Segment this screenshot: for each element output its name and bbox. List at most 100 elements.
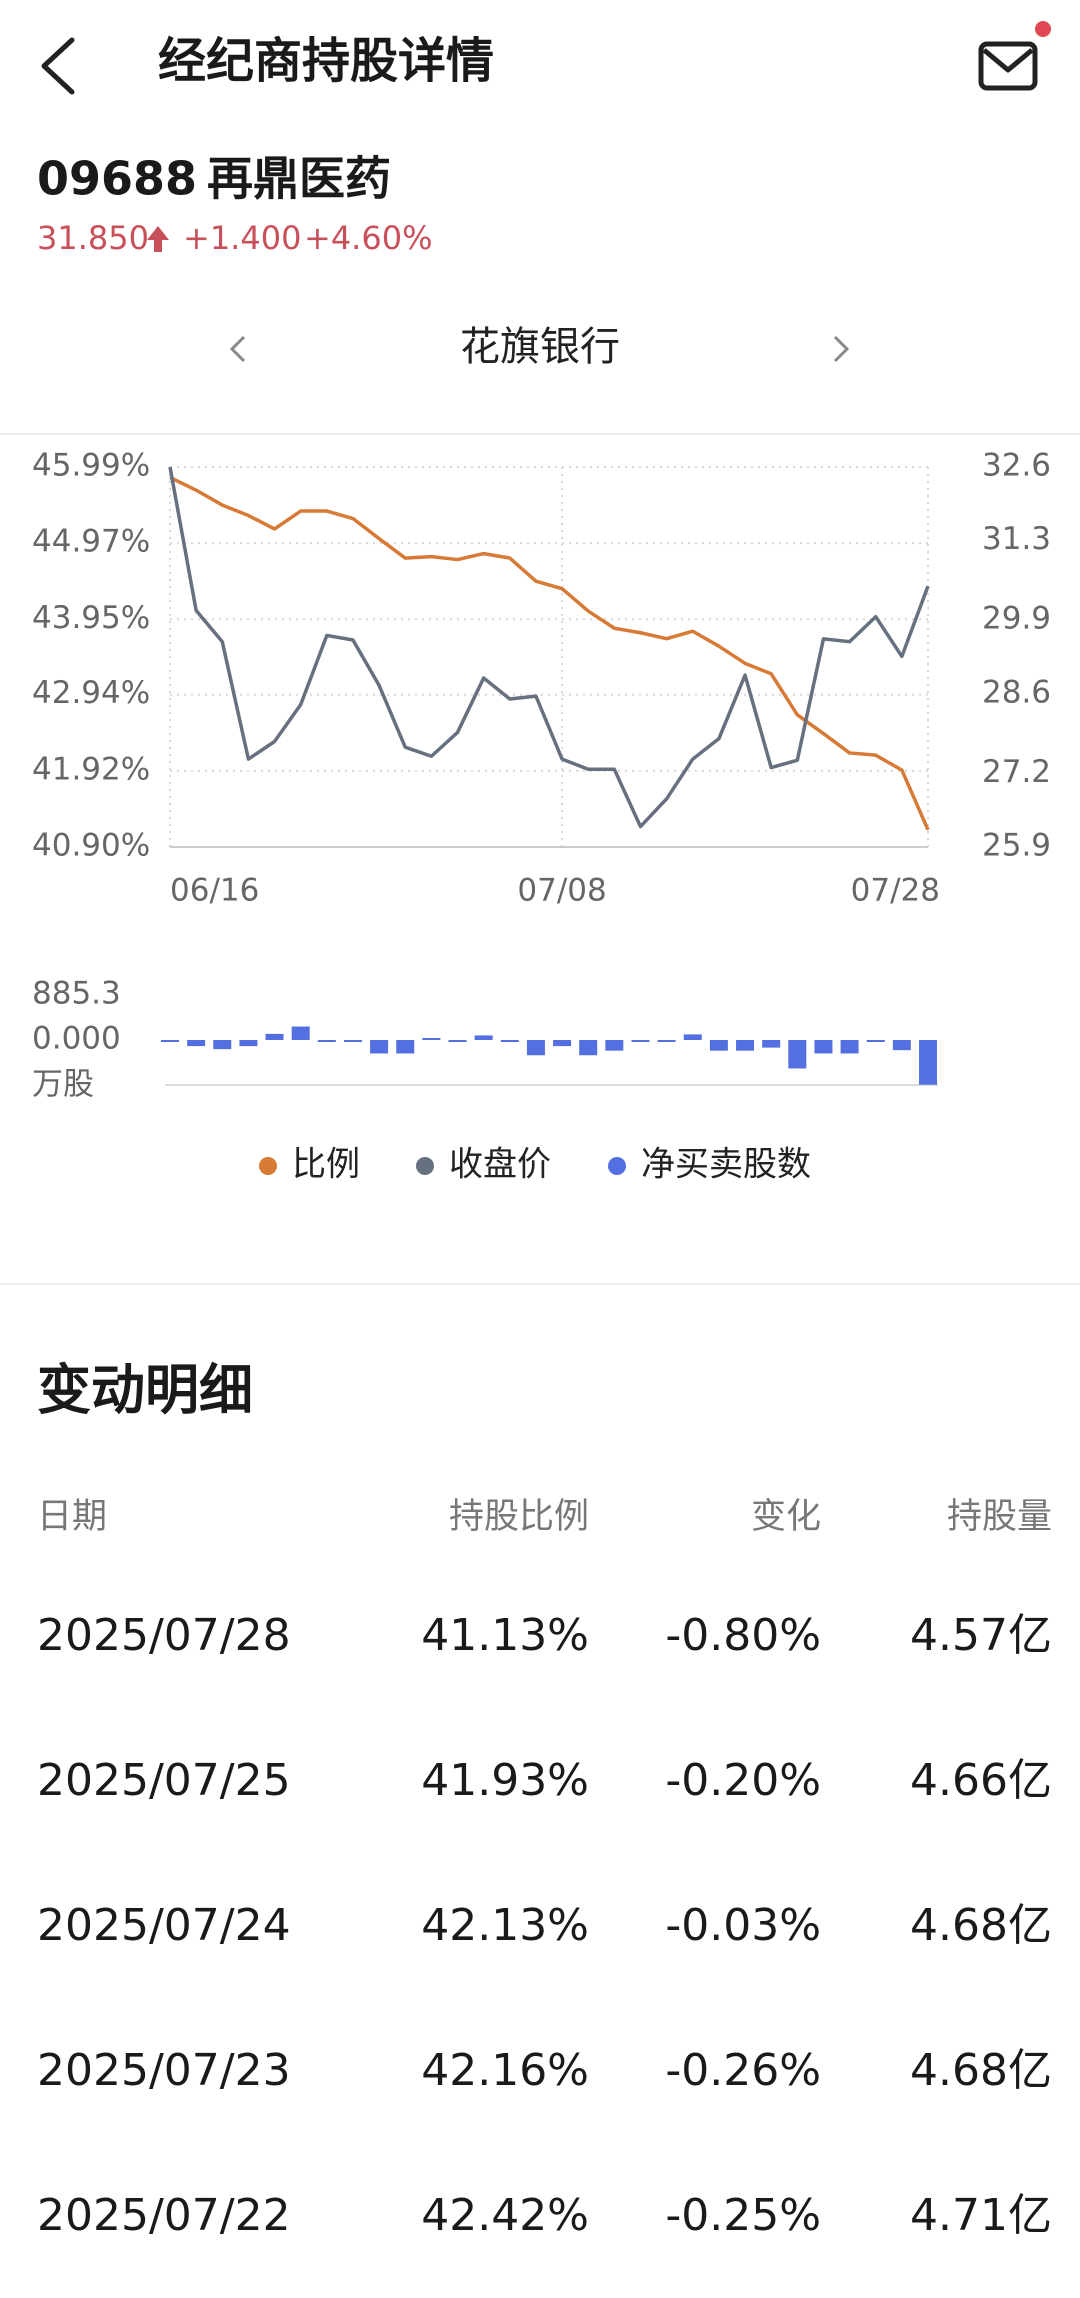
table-cell: 2025/07/23 [37,2045,291,2096]
table-cell: 4.68亿 [910,1900,1052,1951]
bar [657,1040,676,1042]
table-cell: 41.13% [421,1610,589,1661]
bar [866,1040,885,1042]
bar [526,1040,545,1056]
prev-broker[interactable] [229,335,246,363]
table-cell: 42.13% [421,1900,589,1951]
legend-label: 比例 [292,1145,360,1185]
bar [317,1040,336,1042]
column-header: 持股比例 [449,1497,589,1537]
unread-dot [1035,21,1051,37]
mail-button[interactable] [978,21,1051,91]
stock-change: +1.400 [183,219,301,257]
y-tick-label: 45.99% [32,448,150,484]
x-tick-label: 06/16 [170,873,259,909]
table-cell: 42.42% [421,2190,589,2241]
table-cell: 2025/07/28 [37,1610,291,1661]
section-title: 变动明细 [37,1359,253,1422]
bar [291,1026,310,1040]
x-tick-label: 07/28 [851,873,940,909]
table-cell: -0.25% [665,2190,821,2241]
table-cell: 4.71亿 [910,2190,1052,2241]
page-title: 经纪商持股详情 [158,33,494,89]
bar [892,1040,911,1051]
back-button[interactable] [41,37,75,95]
bar [605,1040,624,1051]
mail-flap [982,48,1034,73]
table: 日期 持股比例 变化 持股量 2025/07/28 41.13% -0.80% 4.57亿 20… [37,1497,1052,2241]
bar [840,1040,859,1054]
bar [814,1040,833,1054]
bar [736,1040,755,1051]
mail-icon [978,41,1038,91]
bar [265,1033,284,1040]
stock-price: 31.850 [37,219,149,257]
y-tick-label: 43.95% [32,600,150,636]
up-arrow [147,226,169,252]
unit-label: 万股 [32,1067,94,1103]
bar [919,1040,937,1085]
column-header: 变化 [751,1497,821,1537]
bar [161,1040,179,1042]
y-tick-label: 885.3 [32,976,121,1012]
bar [239,1040,258,1047]
bar [213,1040,232,1050]
legend-label: 收盘价 [449,1145,551,1185]
bar [500,1040,519,1043]
y-tick-label: 44.97% [32,524,150,560]
y-tick-label: 0.000 [32,1021,121,1057]
stock-change-pct: +4.60% [304,219,432,257]
bar [788,1040,807,1069]
table-cell: 2025/07/24 [37,1900,291,1951]
y2-tick-label: 32.6 [982,448,1051,484]
bar [579,1040,598,1056]
next-broker[interactable] [833,335,850,363]
table-cell: 4.57亿 [910,1610,1052,1661]
bar [343,1040,362,1042]
bar [422,1038,441,1040]
y-tick-label: 41.92% [32,751,150,787]
table-cell: 2025/07/25 [37,1755,291,1806]
table-cell: -0.03% [665,1900,821,1951]
bar [187,1040,206,1047]
table-cell: 42.16% [421,2045,589,2096]
table-cell: 2025/07/22 [37,2190,291,2241]
column-header: 日期 [37,1497,107,1537]
line-series [169,475,930,831]
y2-tick-label: 29.9 [982,601,1051,637]
table-cell: 41.93% [421,1755,589,1806]
y2-tick-label: 28.6 [982,674,1051,710]
table-cell: -0.80% [665,1610,821,1661]
y-tick-label: 42.94% [32,675,150,711]
column-header: 持股量 [947,1497,1052,1537]
table-cell: -0.20% [665,1755,821,1806]
bar [448,1040,467,1042]
broker-name: 花旗银行 [460,324,620,370]
bar [396,1040,415,1054]
table-cell: 4.66亿 [910,1755,1052,1806]
x-tick-label: 07/08 [517,873,606,909]
table-cell: 4.68亿 [910,2045,1052,2096]
bar [553,1040,572,1047]
table-cell: -0.26% [665,2045,821,2096]
y2-tick-label: 25.9 [982,828,1051,864]
legend-swatch [608,1157,626,1175]
bar [631,1040,650,1042]
bar [709,1040,728,1051]
legend-swatch [259,1157,277,1175]
stock-code: 09688 [37,152,197,206]
legend-swatch [416,1157,434,1175]
bar [762,1040,781,1048]
y2-tick-label: 31.3 [982,521,1051,557]
bar [474,1035,493,1040]
stock-name: 再鼎医药 [207,152,391,206]
bar [370,1040,389,1054]
bar [683,1034,702,1040]
charts: 45.99% 44.97% 43.95% 42.94% 41.92% 40.90% 32.6… [32,448,1051,1185]
y-tick-label: 40.90% [32,828,150,864]
line-series [168,466,930,829]
y2-tick-label: 27.2 [982,754,1051,790]
legend-label: 净买卖股数 [641,1145,811,1185]
